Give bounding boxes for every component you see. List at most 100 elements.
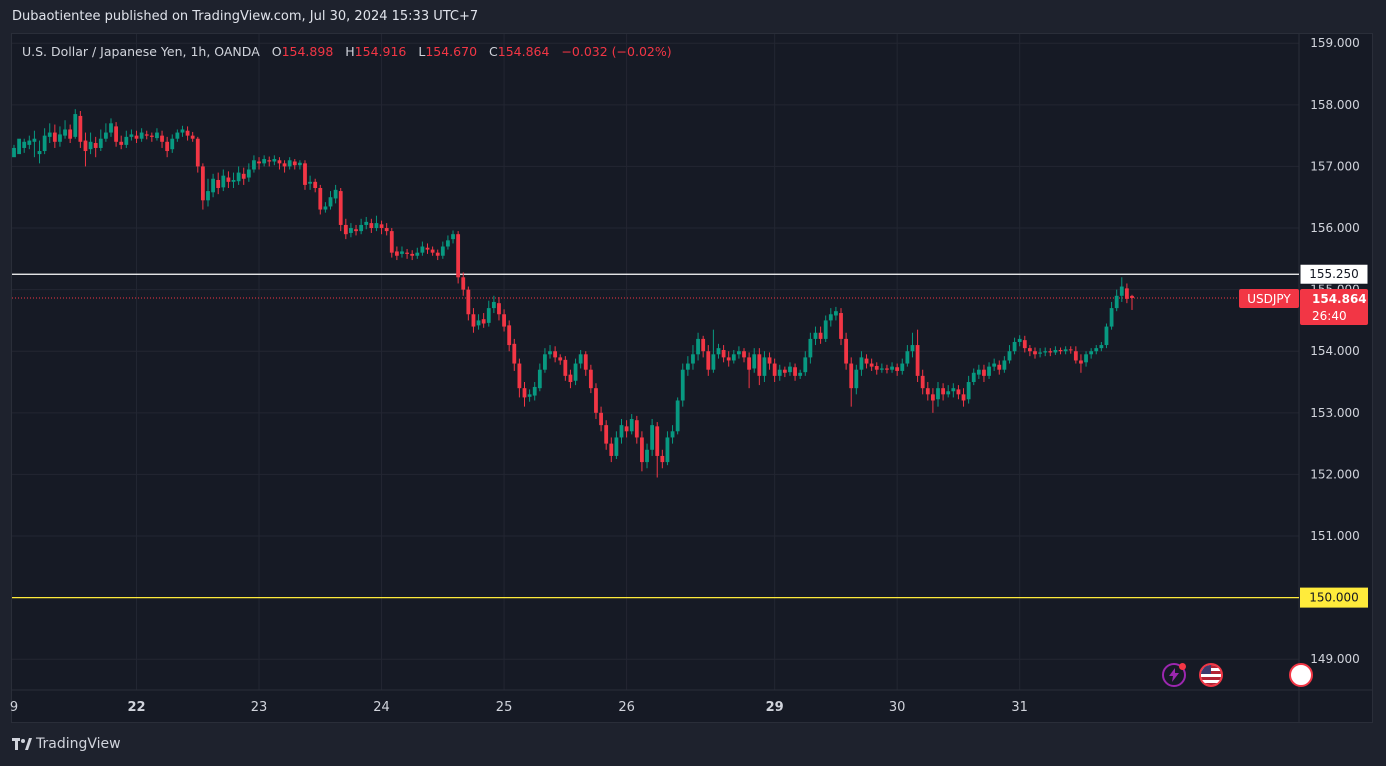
plot-area <box>12 34 1299 690</box>
candle-body <box>670 431 675 438</box>
candle-body <box>813 332 818 339</box>
y-tick-label: 151.000 <box>1310 529 1360 543</box>
candle-body <box>818 332 823 339</box>
candle-body <box>1002 360 1007 370</box>
candle-body <box>119 141 124 145</box>
candle-body <box>160 135 164 142</box>
candle-body <box>558 357 563 361</box>
candle-body <box>318 187 323 210</box>
candle-body <box>624 426 629 432</box>
last-price-tag <box>1300 289 1368 326</box>
legend-open-label: O <box>271 44 282 59</box>
lightning-alert-icon[interactable] <box>1162 663 1186 687</box>
candle-body <box>895 367 900 371</box>
candle-body <box>548 351 552 355</box>
candle-body <box>971 372 976 383</box>
candle-body <box>788 366 792 373</box>
candle-body <box>721 349 726 358</box>
candle-body <box>83 140 88 152</box>
notification-dot <box>1179 663 1186 670</box>
candle-body <box>512 343 517 364</box>
candle-body <box>42 135 47 152</box>
candle-body <box>604 425 609 444</box>
candle-body <box>22 141 27 148</box>
candle-body <box>410 253 415 256</box>
candle-body <box>885 368 889 370</box>
candle-body <box>425 247 430 250</box>
candle-body <box>864 358 869 364</box>
candle-body <box>568 374 573 383</box>
candle-body <box>272 159 277 162</box>
event-marker-icon[interactable] <box>1289 663 1313 687</box>
candle-body <box>497 303 501 315</box>
candle-body <box>1104 326 1109 346</box>
candle-body <box>762 357 767 376</box>
candle-body <box>297 162 302 166</box>
candle-body <box>834 311 838 316</box>
candle-body <box>190 135 195 139</box>
candle-body <box>292 161 297 166</box>
symbol-tag-label: USDJPY <box>1247 292 1291 306</box>
candle-body <box>828 314 833 321</box>
x-tick-label: 31 <box>1011 700 1028 715</box>
candle-body <box>599 412 603 426</box>
candle-body <box>73 114 78 137</box>
candle-body <box>685 363 690 370</box>
candle-body <box>1007 351 1012 361</box>
candle-body <box>711 354 716 370</box>
candle-body <box>737 351 741 355</box>
candle-body <box>537 369 542 389</box>
candle-body <box>874 366 879 370</box>
candle-body <box>1038 352 1043 354</box>
candle-body <box>982 369 986 376</box>
candle-body <box>1084 354 1088 363</box>
candle-body <box>578 354 583 364</box>
candle-body <box>221 175 226 188</box>
candle-body <box>78 115 83 142</box>
candle-body <box>890 366 894 370</box>
us-flag-event-icon[interactable] <box>1199 663 1223 687</box>
candle-body <box>374 223 379 229</box>
candle-body <box>394 251 399 256</box>
legend-high-value: 154.916 <box>354 44 407 59</box>
candle-body <box>655 426 660 456</box>
candle-body <box>364 221 369 225</box>
countdown-label: 26:40 <box>1312 309 1347 323</box>
candle-body <box>507 325 512 346</box>
candle-body <box>1053 349 1058 353</box>
candle-body <box>486 308 491 323</box>
candle-body <box>415 252 420 256</box>
candle-body <box>252 160 256 170</box>
candle-body <box>915 345 920 376</box>
candle-body <box>1109 308 1114 327</box>
candle-body <box>849 363 854 389</box>
candle-body <box>532 386 537 396</box>
candle-body <box>951 388 956 392</box>
candle-body <box>98 138 103 148</box>
tradingview-logo[interactable]: TradingView <box>12 736 121 752</box>
candle-body <box>823 320 828 339</box>
candle-body <box>987 366 991 376</box>
candle-body <box>461 277 466 290</box>
candle-body <box>139 132 144 139</box>
candle-body <box>170 138 175 150</box>
legend-low-label: L <box>418 44 426 59</box>
candle-body <box>471 314 476 327</box>
candle-body <box>1063 349 1068 352</box>
candle-body <box>491 301 496 309</box>
candle-body <box>1017 338 1022 342</box>
candle-body <box>941 388 946 395</box>
legend-high-label: H <box>345 44 355 59</box>
candle-body <box>195 138 200 167</box>
candle-body <box>961 394 966 401</box>
candle-body <box>1043 351 1048 353</box>
legend-instrument: U.S. Dollar / Japanese Yen, 1h, OANDA <box>22 44 260 59</box>
candle-body <box>910 345 915 352</box>
legend-close-value: 154.864 <box>497 44 550 59</box>
candle-body <box>211 178 215 193</box>
candle-body <box>262 159 267 164</box>
candle-body <box>614 437 619 456</box>
candle-body <box>619 425 624 438</box>
candle-body <box>640 437 644 463</box>
